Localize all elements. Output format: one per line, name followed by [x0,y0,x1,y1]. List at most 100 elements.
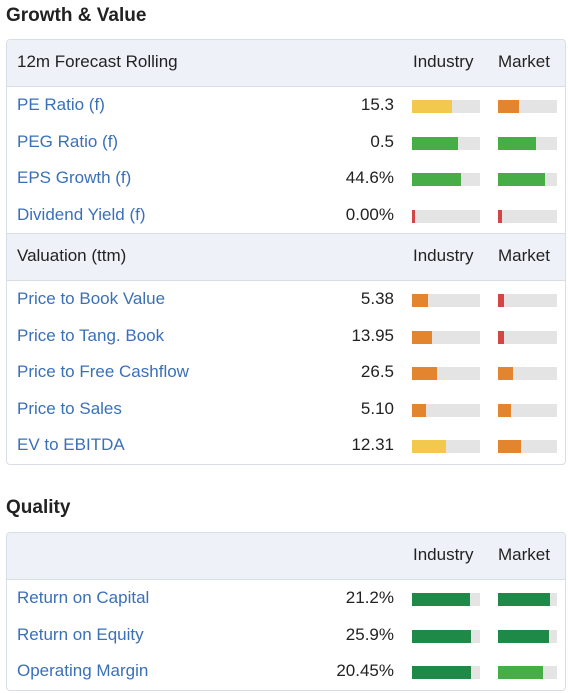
metric-row-operating-margin: Operating Margin 20.45% [7,653,565,690]
metric-value: 44.6% [345,168,394,187]
quality-title: Quality [6,497,71,518]
industry-bar-fill [412,367,438,380]
market-bar-fill [498,440,521,453]
metric-row-price-to-free-cashflow: Price to Free Cashflow 26.5 [7,354,565,391]
industry-bar [412,629,480,643]
forecast-header-label: 12m Forecast Rolling [17,52,178,71]
industry-bar-fill [412,593,470,606]
metric-row-price-to-tang-book: Price to Tang. Book 13.95 [7,318,565,355]
market-bar-fill [498,173,546,186]
metric-value: 15.3 [360,95,394,114]
metric-link-price-to-tang-book[interactable]: Price to Tang. Book [17,325,165,345]
market-bar-fill [498,136,536,150]
market-bar [498,666,557,679]
market-bar [498,173,557,186]
industry-bar [412,666,480,679]
industry-bar [412,330,480,344]
market-bar [498,100,557,113]
metric-link-pe-ratio-f[interactable]: PE Ratio (f) [17,95,105,114]
market-bar [498,330,557,344]
market-column-header: Market [498,545,550,564]
metric-link-return-on-equity[interactable]: Return on Equity [17,624,144,644]
metric-value: 21.2% [345,588,394,607]
valuation-header: Valuation (ttm) Industry Market [7,233,565,281]
market-column-header: Market [498,246,550,265]
market-bar-fill [498,593,550,606]
market-bar-fill [498,100,520,113]
metric-value: 13.95 [351,325,394,345]
industry-bar-fill [412,294,429,307]
quality-card: Industry Market Return on Capital 21.2% Re… [6,532,566,691]
industry-bar-fill [412,330,433,344]
metric-value: 0.00% [345,204,394,224]
industry-bar [412,136,480,150]
industry-bar-fill [412,440,446,453]
metric-value: 5.10 [360,398,394,418]
industry-bar [412,209,480,223]
industry-bar-fill [412,403,427,417]
market-bar-fill [498,209,502,223]
metric-row-dividend-yield-f: Dividend Yield (f) 0.00% [7,197,565,234]
industry-bar-fill [412,136,459,150]
market-bar [498,367,557,380]
market-bar [498,403,557,417]
market-bar [498,209,557,223]
industry-column-header: Industry [413,246,474,265]
metric-link-price-to-free-cashflow[interactable]: Price to Free Cashflow [17,362,189,381]
industry-bar-fill [412,666,472,679]
market-bar [498,440,557,453]
market-bar [498,593,557,606]
market-bar-fill [498,666,543,679]
growth-value-title: Growth & Value [6,5,147,26]
market-bar-fill [498,403,511,417]
industry-bar [412,440,480,453]
valuation-header-label: Valuation (ttm) [17,246,127,265]
metric-row-ev-to-ebitda: EV to EBITDA 12.31 [7,427,565,464]
metric-value: 26.5 [360,362,394,381]
valuation-rows: Price to Book Value 5.38 Price to Tang. Bo… [7,281,565,464]
growth-value-card: 12m Forecast Rolling Industry Market PE … [6,39,566,465]
metric-value: 5.38 [360,289,394,308]
metric-link-operating-margin[interactable]: Operating Margin [17,661,149,680]
metric-row-return-on-equity: Return on Equity 25.9% [7,617,565,654]
industry-bar [412,367,480,380]
metric-row-eps-growth-f: EPS Growth (f) 44.6% [7,160,565,197]
industry-column-header: Industry [413,52,474,71]
metric-row-return-on-capital: Return on Capital 21.2% [7,580,565,617]
quality-header: Industry Market [7,533,565,580]
metric-link-dividend-yield-f[interactable]: Dividend Yield (f) [17,204,146,224]
metric-value: 0.5 [370,131,394,151]
industry-bar [412,100,480,113]
metric-link-price-to-book-value[interactable]: Price to Book Value [17,289,166,308]
industry-bar [412,593,480,606]
metric-value: 20.45% [336,661,394,680]
market-bar-fill [498,330,504,344]
market-bar [498,136,557,150]
industry-bar-fill [412,209,416,223]
metric-row-price-to-sales: Price to Sales 5.10 [7,391,565,428]
metric-link-price-to-sales[interactable]: Price to Sales [17,398,122,418]
industry-bar [412,403,480,417]
market-bar [498,629,557,643]
industry-column-header: Industry [413,545,474,564]
metric-value: 25.9% [345,624,394,644]
forecast-header: 12m Forecast Rolling Industry Market [7,40,565,87]
metric-link-ev-to-ebitda[interactable]: EV to EBITDA [17,435,125,454]
market-column-header: Market [498,52,550,71]
metric-link-peg-ratio-f[interactable]: PEG Ratio (f) [17,131,119,151]
industry-bar [412,294,480,307]
quality-rows: Return on Capital 21.2% Return on Equity 25… [7,580,565,690]
forecast-rows: PE Ratio (f) 15.3 PEG Ratio (f) 0.5 EPS Grow… [7,87,565,233]
metric-link-return-on-capital[interactable]: Return on Capital [17,588,150,607]
market-bar [498,294,557,307]
metric-row-peg-ratio-f: PEG Ratio (f) 0.5 [7,124,565,161]
industry-bar-fill [412,629,472,643]
market-bar-fill [498,629,549,643]
metric-row-pe-ratio-f: PE Ratio (f) 15.3 [7,87,565,124]
metric-row-price-to-book-value: Price to Book Value 5.38 [7,281,565,318]
metric-value: 12.31 [351,435,394,454]
market-bar-fill [498,294,505,307]
industry-bar-fill [412,100,453,113]
industry-bar [412,173,480,186]
metric-link-eps-growth-f[interactable]: EPS Growth (f) [17,168,132,187]
